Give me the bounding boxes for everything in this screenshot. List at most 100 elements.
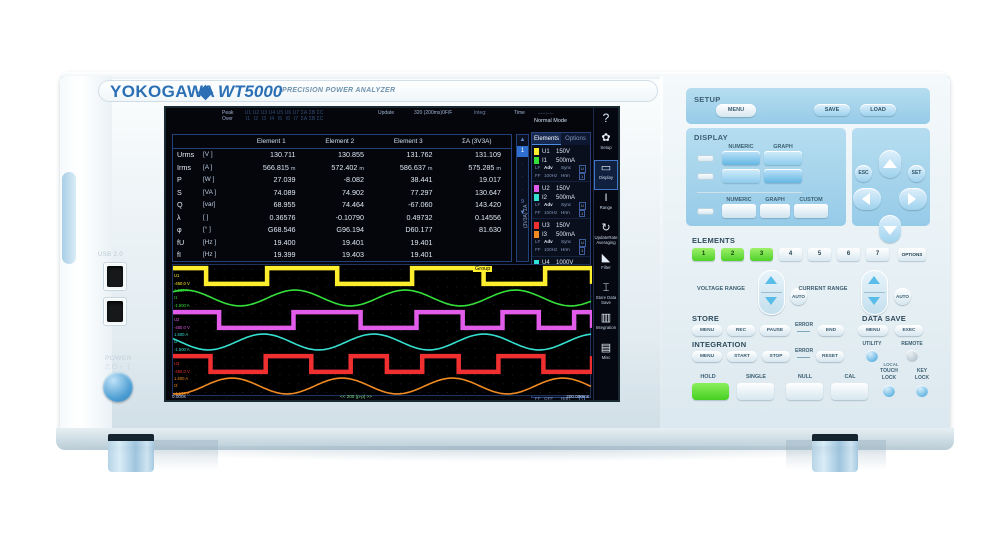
page-last[interactable]: 9 <box>520 199 525 205</box>
scroll-dot-1[interactable]: · <box>521 161 524 167</box>
table-row[interactable]: P [W ] 27.039 -8.082 38.441 19.017 <box>173 174 511 186</box>
filter-icon[interactable]: ◣ Filter <box>594 250 618 280</box>
datasave-title: DATA SAVE <box>862 314 907 323</box>
integration-start-button[interactable]: START <box>727 351 757 362</box>
peak-over-status: Peak U1 U2 U3 U4 U5 U6 U7 ΣA ΣBΣC Over I1 I2 I3 I4 I5 I… <box>222 110 324 122</box>
table-row[interactable]: φ [° ] G68.546 G96.194 D60.177 81.630 <box>173 224 511 236</box>
table-row[interactable]: fI [Hz ] 19.399 19.403 19.401 <box>173 248 511 261</box>
table-row[interactable]: λ [ ] 0.36576 -0.10790 0.49732 0.14556 <box>173 211 511 223</box>
display-icon[interactable]: ▭ Display <box>594 160 618 190</box>
status-chip: ΣB <box>308 116 316 122</box>
current-auto-button[interactable]: AUTO <box>894 288 911 305</box>
store-rec-button[interactable]: REC <box>727 325 755 336</box>
display-row2-graph-button[interactable] <box>764 169 802 183</box>
voltage-range-up-icon[interactable] <box>765 276 777 284</box>
store-icon[interactable]: ⌶ Store Data Save <box>594 280 618 310</box>
datasave-exec-button[interactable]: EXEC <box>895 325 923 336</box>
element-chip-5[interactable]: 5 <box>808 248 831 261</box>
row-unit: [Hz ] <box>203 251 217 259</box>
store-menu-button[interactable]: MENU <box>692 325 722 336</box>
scroll-dot-2[interactable]: · <box>521 174 524 180</box>
page-scroll-strip[interactable]: ▲ 1 · · · 9 ▼ <box>516 134 529 262</box>
usb-port-2[interactable] <box>103 297 127 326</box>
integration-reset-button[interactable]: RESET <box>816 351 844 362</box>
refresh-icon[interactable]: ↻ UpdateRate Averaging <box>594 220 618 250</box>
elements-options-button[interactable]: OPTIONS <box>898 248 926 261</box>
range-icon[interactable]: I Range <box>594 190 618 220</box>
touch-lock-led[interactable] <box>883 385 895 397</box>
scroll-down-icon[interactable]: ▼ <box>519 210 526 216</box>
element-chip-3[interactable]: 3 <box>750 248 773 261</box>
power-button[interactable] <box>103 372 133 402</box>
display-row3-graph-button[interactable] <box>760 204 790 218</box>
store-icon-glyph: ⌶ <box>602 282 610 294</box>
element-chip-1[interactable]: 1 <box>692 248 715 261</box>
integration-stop-button[interactable]: STOP <box>762 351 790 362</box>
measurement-table[interactable]: Element 1 Element 2 Element 3 ΣA (3V3A) Urms… <box>172 134 512 262</box>
element-chip-2[interactable]: 2 <box>721 248 744 261</box>
remote-led[interactable] <box>906 350 918 362</box>
setup-load-button[interactable]: LOAD <box>860 104 896 116</box>
tab-elements[interactable]: Elements <box>532 133 561 145</box>
display-row3-numeric-button[interactable] <box>722 204 756 218</box>
null-button[interactable] <box>786 383 823 400</box>
display-row1-numeric-button[interactable] <box>722 151 760 165</box>
current-range-up-icon[interactable] <box>868 276 880 284</box>
element-block[interactable]: U2 150V I2 500mA LF Adv Sync U FF 100Hz Hrm 1 <box>532 182 590 220</box>
rail-label: Integration <box>595 325 617 330</box>
table-cell: 143.420 <box>475 200 501 210</box>
chart-icon[interactable]: ▥ Integration <box>594 310 618 340</box>
table-row[interactable]: Irms [A ] 566.815 m 572.402 m 586.637 m 575.285 m <box>173 161 511 173</box>
display-row1-indicator[interactable] <box>697 155 714 162</box>
function-rail[interactable]: ? ✿ Setup ▭ Display I Range ↻ UpdateRate Averag… <box>593 108 618 400</box>
table-row[interactable]: S [VA ] 74.089 74.902 77.297 130.647 <box>173 186 511 198</box>
table-row[interactable]: Urms [V ] 130.711 130.855 131.762 131.109 <box>173 148 511 161</box>
display-row1-graph-button[interactable] <box>764 151 802 165</box>
store-end-button[interactable]: END <box>818 325 844 336</box>
display-row3-indicator[interactable] <box>697 208 714 215</box>
utility-led[interactable] <box>866 350 878 362</box>
channel-name: I2 <box>542 194 548 201</box>
cal-button[interactable] <box>831 383 868 400</box>
store-pause-button[interactable]: PAUSE <box>760 325 790 336</box>
hold-button[interactable] <box>692 383 729 400</box>
scroll-up-icon[interactable]: ▲ <box>519 137 526 143</box>
foot-right <box>812 434 858 472</box>
scroll-dot-3[interactable]: · <box>521 187 524 193</box>
usb-port-1[interactable] <box>103 262 127 291</box>
display-row2-indicator[interactable] <box>697 173 714 180</box>
display-row2-numeric-button[interactable] <box>722 169 760 183</box>
tab-options[interactable]: Options <box>561 133 590 145</box>
hold-label: HOLD <box>700 374 716 380</box>
misc-icon[interactable]: ▤ Misc <box>594 340 618 370</box>
help-icon[interactable]: ? <box>602 111 610 125</box>
brand-tagline: PRECISION POWER ANALYZER <box>282 87 396 94</box>
page-indicator[interactable]: 1 <box>517 146 528 157</box>
voltage-auto-button[interactable]: AUTO <box>790 288 807 305</box>
table-row[interactable]: Q [var] 68.955 74.464 -67.060 143.420 <box>173 199 511 211</box>
element-chip-7[interactable]: 7 <box>866 248 889 261</box>
display-row3-custom-button[interactable] <box>794 204 828 218</box>
element-panel-tabs[interactable]: Elements Options <box>532 133 590 145</box>
integration-menu-button[interactable]: MENU <box>692 351 722 362</box>
table-cell: 0.49732 <box>406 212 433 222</box>
element-block[interactable]: U3 150V I3 500mA LF Adv Sync U FF 100Hz Hrm 1 <box>532 219 590 257</box>
voltage-range-down-icon[interactable] <box>765 297 777 305</box>
table-row[interactable]: fU [Hz ] 19.400 19.401 19.401 <box>173 236 511 248</box>
display-title: DISPLAY <box>694 133 728 142</box>
set-button[interactable]: SET <box>908 165 925 182</box>
esc-button[interactable]: ESC <box>855 165 872 182</box>
key-lock-led[interactable] <box>916 385 928 397</box>
lcd-screen[interactable]: Peak U1 U2 U3 U4 U5 U6 U7 ΣA ΣBΣC Over I1 I2 I3 I4 I5 I… <box>166 108 618 400</box>
channel-swatch <box>534 148 539 155</box>
single-button[interactable] <box>737 383 774 400</box>
setup-save-button[interactable]: SAVE <box>814 104 850 116</box>
element-block[interactable]: U1 150V I1 500mA LF Adv Sync U FF 100Hz Hrm 1 <box>532 145 590 183</box>
setup-menu-button[interactable]: MENU <box>716 104 756 117</box>
element-chip-6[interactable]: 6 <box>837 248 860 261</box>
current-range-down-icon[interactable] <box>868 297 880 305</box>
element-chip-4[interactable]: 4 <box>779 248 802 261</box>
gear-icon[interactable]: ✿ Setup <box>594 130 618 160</box>
waveform-area[interactable]: 450.0 V -450.0 V U1 1.500 A -1.500 A I1 450.0 … <box>172 264 592 396</box>
datasave-menu-button[interactable]: MENU <box>858 325 888 336</box>
